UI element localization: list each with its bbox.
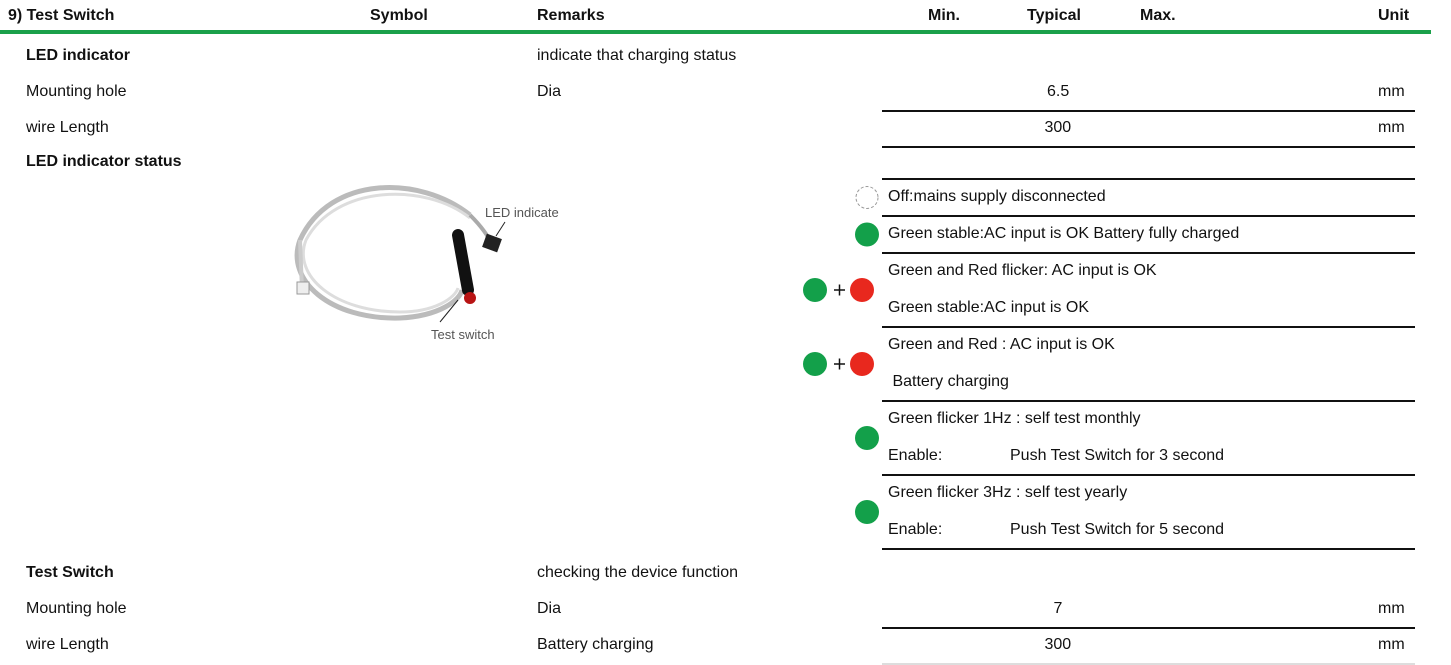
row-remarks: Dia (537, 83, 562, 100)
header-typical: Typical (1027, 7, 1081, 24)
status-text: Off:mains supply disconnected (888, 188, 1106, 205)
row-unit: mm (1378, 119, 1405, 136)
header-min: Min. (928, 7, 960, 24)
row-label: Mounting hole (26, 600, 127, 617)
cable-photo (294, 185, 506, 323)
row-typical: 300 (1044, 636, 1072, 653)
status-rule (882, 215, 1415, 217)
header-max: Max. (1140, 7, 1176, 24)
status-rule (882, 548, 1415, 550)
header-unit: Unit (1378, 7, 1410, 24)
status-enable-label: Enable: (888, 521, 943, 538)
status-enable-text: Push Test Switch for 3 second (1010, 447, 1225, 464)
section-title: LED indicator status (26, 153, 182, 170)
section-remarks: checking the device function (537, 564, 739, 581)
status-rule (882, 326, 1415, 328)
section-title: Test Switch (26, 564, 114, 581)
row-remarks: Battery charging (537, 636, 654, 653)
status-rule (882, 178, 1415, 180)
status-text: Green and Red flicker: AC input is OK (888, 262, 1157, 279)
status-text: Green stable:AC input is OK Battery full… (888, 225, 1240, 242)
header-remarks: Remarks (537, 7, 605, 24)
row-unit: mm (1378, 600, 1405, 617)
row-underline (882, 627, 1415, 629)
lamp-off (855, 186, 879, 209)
row-underline (882, 110, 1415, 112)
row-unit: mm (1378, 636, 1405, 653)
row-unit: mm (1378, 83, 1405, 100)
header-symbol: Symbol (370, 7, 428, 24)
plus-sign (834, 284, 845, 296)
status-rule (882, 474, 1415, 476)
row-typical: 300 (1044, 119, 1072, 136)
row-typical: 6.5 (1047, 83, 1070, 100)
row-label: wire Length (26, 119, 109, 136)
status-rule (882, 400, 1415, 402)
row-label: wire Length (26, 636, 109, 653)
status-text: Green flicker 3Hz : self test yearly (888, 484, 1128, 501)
lamp-green (855, 222, 879, 247)
lamp-green (803, 352, 827, 376)
photo-label: Test switch (431, 327, 495, 342)
lamp-green (855, 426, 879, 450)
status-text: Green stable:AC input is OK (888, 299, 1089, 316)
status-text: Battery charging (888, 373, 1009, 390)
row-underline (882, 146, 1415, 148)
lamp-red (850, 352, 874, 376)
status-rule (882, 252, 1415, 254)
lamp-green (855, 500, 879, 524)
header-rule (0, 30, 1431, 34)
plus-sign (834, 358, 845, 370)
row-typical: 7 (1053, 600, 1063, 617)
photo-label: LED indicate (485, 205, 559, 220)
status-text: Green and Red : AC input is OK (888, 336, 1115, 353)
section-title: LED indicator (26, 47, 131, 64)
status-enable-text: Push Test Switch for 5 second (1010, 521, 1225, 538)
section-remarks: indicate that charging status (537, 47, 737, 64)
lamp-green (803, 278, 827, 302)
status-text: Green flicker 1Hz : self test monthly (888, 410, 1141, 427)
row-label: Mounting hole (26, 83, 127, 100)
status-enable-label: Enable: (888, 447, 943, 464)
row-remarks: Dia (537, 600, 562, 617)
lamp-red (850, 278, 874, 302)
header-title: 9) Test Switch (8, 7, 115, 24)
